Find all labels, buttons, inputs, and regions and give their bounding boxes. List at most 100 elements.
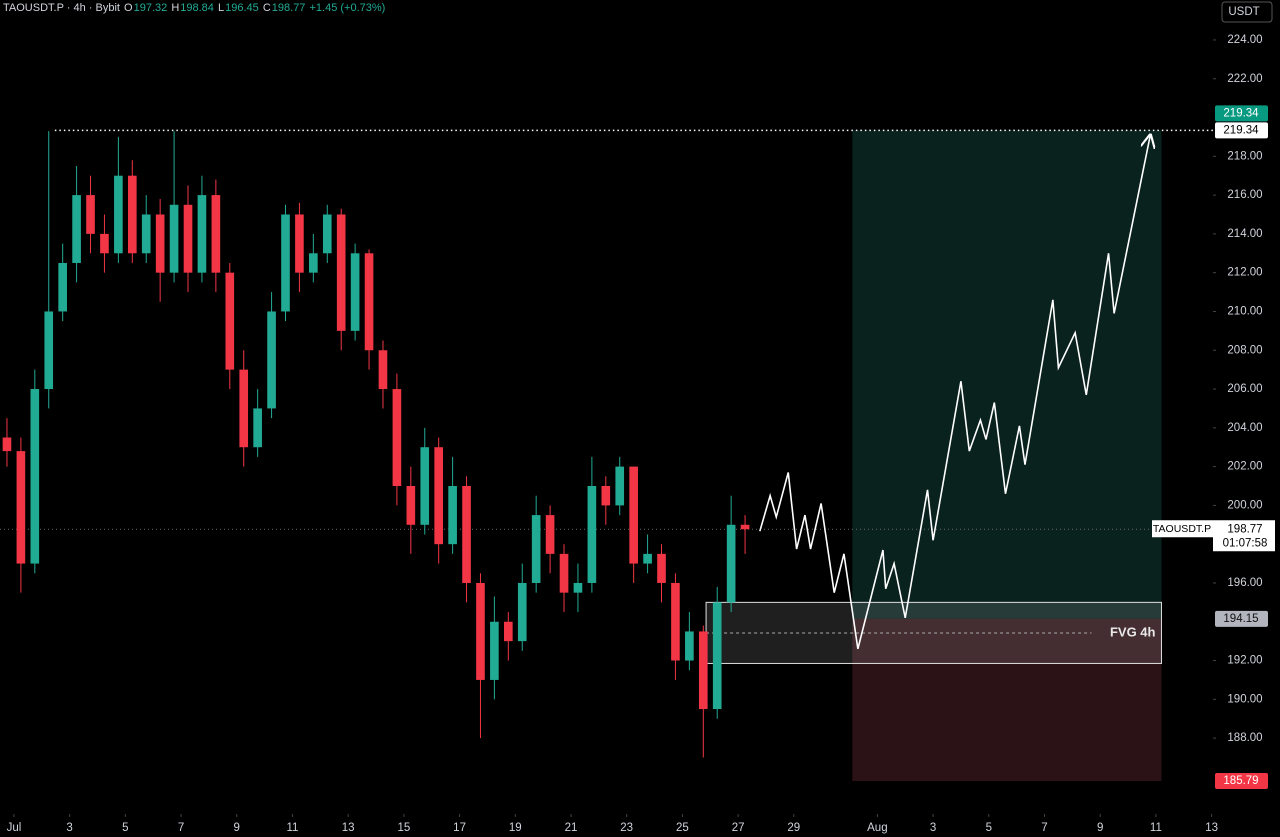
symbol[interactable]: TAOUSDT.P · 4h · Bybit [3, 2, 120, 14]
x-tick-label: 13 [342, 822, 355, 834]
last-price: 198.77 [1227, 523, 1262, 535]
y-tick-label: 208.00 [1227, 344, 1262, 356]
candle-body [16, 451, 26, 564]
close-value: 198.77 [271, 2, 306, 14]
y-tick-label: 206.00 [1227, 383, 1262, 395]
y-tick-label: 200.00 [1227, 499, 1262, 511]
x-tick-label: 11 [286, 822, 298, 834]
x-tick-label: 23 [620, 822, 633, 834]
candle-body [169, 204, 179, 273]
x-tick-label: Aug [867, 822, 887, 834]
candle-body [281, 214, 290, 312]
x-tick-label: 7 [1041, 822, 1047, 834]
candle-body [615, 466, 625, 506]
currency-label: USDT [1228, 6, 1259, 18]
candle-body [267, 311, 276, 409]
candle-body [657, 553, 666, 583]
candle-body [573, 582, 583, 593]
stop-tag: 185.79 [1223, 775, 1258, 787]
entry-tag: 194.15 [1223, 613, 1258, 625]
candle-body [559, 553, 569, 593]
y-tick-label: 222.00 [1227, 73, 1262, 85]
candle-body [127, 175, 137, 254]
x-tick-label: 3 [66, 822, 72, 834]
candle-body [100, 233, 109, 254]
y-tick-label: 224.00 [1227, 34, 1262, 46]
candle-body [629, 466, 638, 564]
ohlc-legend: TAOUSDT.P · 4h · Bybit O197.32 H198.84 L… [3, 2, 386, 14]
candle-body [309, 253, 318, 273]
candle-body [517, 582, 527, 642]
y-tick-label: 188.00 [1227, 732, 1262, 744]
candle-body [698, 631, 708, 710]
candle-body [364, 253, 374, 351]
stop-tag-bg [1215, 772, 1268, 789]
candle-body [253, 408, 262, 448]
target-tag: 219.34 [1223, 107, 1259, 119]
x-tick-label: 19 [509, 822, 522, 834]
candle-body [30, 389, 40, 564]
high-label: H [171, 2, 180, 14]
y-tick-label: 192.00 [1227, 655, 1262, 667]
low-value: 196.45 [225, 2, 259, 14]
level-tag: 219.34 [1223, 124, 1259, 136]
x-tick-label: 29 [787, 822, 800, 834]
x-tick-label: 17 [453, 822, 466, 834]
candle-body [2, 437, 12, 452]
x-tick-label: 5 [122, 822, 128, 834]
candle-body [239, 369, 249, 448]
y-tick-label: 210.00 [1227, 305, 1262, 317]
symbol-tag-bg [1152, 520, 1213, 538]
candle-body [86, 195, 95, 234]
candle-body [211, 195, 221, 273]
candle-body [434, 447, 444, 545]
currency-box[interactable] [1221, 1, 1273, 23]
candle-body [225, 272, 235, 370]
candle-body [295, 214, 304, 273]
candle-body [601, 485, 611, 506]
target-zone [852, 130, 1162, 619]
y-tick-label: 196.00 [1227, 577, 1262, 589]
y-tick-label: 212.00 [1227, 267, 1262, 279]
level-tag-bg [1215, 122, 1268, 139]
candle-body [350, 253, 360, 331]
candle-body [155, 214, 165, 273]
target-tag-bg [1215, 105, 1268, 122]
candle-body [462, 485, 471, 583]
y-tick-label: 190.00 [1227, 693, 1262, 705]
high-value: 198.84 [180, 2, 214, 14]
candle-body [114, 175, 123, 254]
open-label: O [124, 2, 133, 14]
candle-body [504, 621, 513, 642]
x-tick-label: 21 [565, 822, 578, 834]
candle-body [712, 602, 722, 710]
y-tick-label: 202.00 [1227, 461, 1262, 473]
candle-body [476, 582, 485, 680]
candle-body [141, 214, 151, 254]
candle-body [531, 515, 541, 583]
candle-body [336, 214, 346, 331]
projection-path [759, 135, 1150, 650]
x-tick-label: 3 [930, 822, 936, 834]
y-tick-label: 214.00 [1227, 228, 1262, 240]
candle-body [545, 515, 555, 554]
entry-tag-bg [1215, 610, 1268, 627]
x-tick-label: 27 [732, 822, 745, 834]
x-tick-label: Jul [7, 822, 22, 834]
candle-body [44, 311, 54, 390]
x-tick-label: 13 [1205, 822, 1218, 834]
candle-body [378, 350, 388, 390]
candle-body [587, 485, 597, 583]
stop-zone [852, 618, 1162, 781]
x-tick-label: 9 [234, 822, 240, 834]
candle-body [406, 485, 416, 525]
x-tick-label: 15 [397, 822, 410, 834]
candle-body [420, 447, 430, 525]
x-tick-label: 25 [676, 822, 689, 834]
last-price-bg [1213, 520, 1275, 552]
candle-body [183, 204, 193, 273]
x-tick-label: 11 [1150, 822, 1162, 834]
candle-body [671, 582, 680, 661]
